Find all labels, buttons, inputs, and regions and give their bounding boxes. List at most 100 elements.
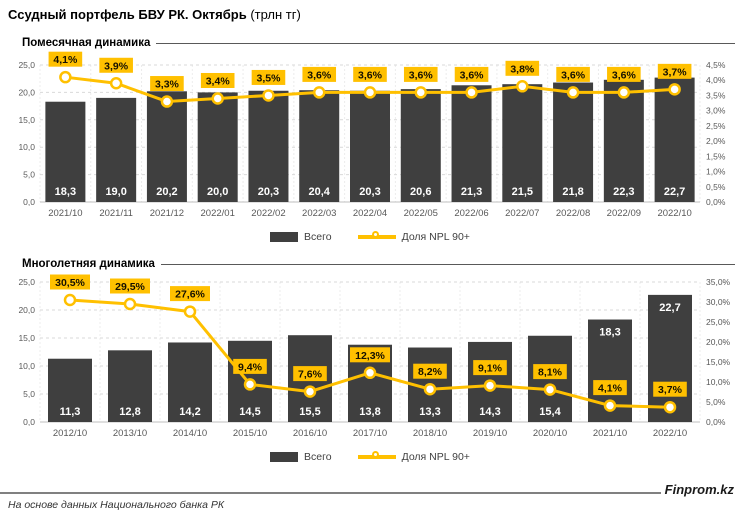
bar bbox=[654, 77, 695, 202]
npl-label: 8,2% bbox=[418, 366, 443, 378]
y-axis-tick-left: 0,0 bbox=[23, 417, 35, 427]
y-axis-tick-left: 20,0 bbox=[18, 305, 35, 315]
bar-value-label: 13,8 bbox=[359, 406, 380, 418]
x-axis-label: 2021/11 bbox=[99, 208, 133, 219]
npl-label: 4,1% bbox=[598, 383, 623, 395]
npl-marker bbox=[109, 77, 123, 90]
bar-value-label: 12,8 bbox=[119, 406, 140, 418]
y-axis-tick-right: 0,0% bbox=[706, 417, 726, 427]
npl-label-bg bbox=[110, 278, 150, 294]
y-axis-tick-right: 10,0% bbox=[706, 377, 731, 387]
legend-marker-icon bbox=[371, 231, 379, 239]
y-axis-tick-right: 1,0% bbox=[706, 167, 726, 177]
npl-marker bbox=[183, 305, 197, 318]
npl-label-bg bbox=[593, 380, 627, 396]
x-axis-label: 2022/07 bbox=[505, 208, 539, 219]
npl-marker bbox=[59, 70, 72, 84]
section-title: Помесячная динамика bbox=[22, 37, 151, 49]
npl-label: 9,4% bbox=[238, 361, 263, 373]
npl-label-bg bbox=[413, 363, 447, 379]
y-axis-tick-right: 3,5% bbox=[706, 90, 726, 100]
bar-value-label: 20,2 bbox=[156, 186, 177, 198]
bar bbox=[350, 90, 390, 202]
y-axis-tick-right: 25,0% bbox=[706, 317, 731, 327]
npl-marker bbox=[603, 399, 617, 412]
npl-label-bg bbox=[150, 76, 184, 92]
npl-marker bbox=[516, 80, 529, 93]
x-axis-label: 2014/10 bbox=[173, 428, 207, 439]
legend-label-total: Всего bbox=[304, 231, 332, 243]
legend-label-total: Всего bbox=[304, 451, 332, 463]
y-axis-tick-right: 35,0% bbox=[706, 277, 731, 287]
bar bbox=[48, 358, 92, 422]
y-axis-tick-left: 0,0 bbox=[23, 197, 35, 207]
npl-marker bbox=[668, 83, 681, 96]
legend-marker-icon bbox=[371, 451, 379, 459]
x-axis-label: 2022/03 bbox=[302, 208, 336, 219]
y-axis-tick-right: 1,5% bbox=[706, 151, 726, 161]
page-title-main: Ссудный портфель БВУ РК. Октябрь bbox=[8, 7, 247, 22]
bar bbox=[502, 84, 543, 202]
bar bbox=[108, 350, 152, 422]
section-title: Многолетняя динамика bbox=[22, 258, 155, 270]
npl-marker bbox=[423, 382, 437, 396]
npl-label-bg bbox=[350, 347, 390, 363]
npl-label-bg bbox=[99, 57, 133, 73]
chart-canvas: 0,0 5,0 10,0 15,0 20,0 25,0 0,0% 0,5% 1,0% 1,5% 2,… bbox=[18, 51, 726, 219]
npl-label-bg bbox=[556, 66, 590, 82]
section-header-monthly: Помесячная динамика bbox=[22, 37, 735, 49]
x-axis-label: 2021/10 bbox=[48, 208, 82, 219]
npl-label: 3,6% bbox=[460, 69, 485, 81]
npl-marker bbox=[303, 385, 317, 398]
bar-value-label: 20,3 bbox=[258, 186, 279, 198]
npl-label: 3,8% bbox=[510, 63, 535, 75]
bar bbox=[603, 79, 644, 202]
npl-label: 7,6% bbox=[298, 369, 323, 381]
bar bbox=[96, 97, 137, 202]
y-axis-tick-left: 5,0 bbox=[23, 389, 35, 399]
bar-value-label: 11,3 bbox=[60, 406, 81, 418]
npl-marker bbox=[543, 383, 557, 396]
npl-marker bbox=[243, 378, 257, 391]
bar-value-label: 20,3 bbox=[359, 186, 380, 198]
y-axis-tick-left: 20,0 bbox=[18, 87, 35, 97]
x-axis-label: 2015/10 bbox=[233, 428, 267, 439]
section-header-multiyear: Многолетняя динамика bbox=[22, 258, 735, 270]
npl-marker bbox=[663, 400, 677, 414]
bar-value-label: 20,6 bbox=[410, 186, 431, 198]
section-rule bbox=[160, 263, 735, 265]
npl-label: 3,6% bbox=[612, 69, 637, 81]
bar-value-label: 18,3 bbox=[55, 186, 76, 198]
npl-marker bbox=[483, 379, 497, 392]
y-axis-tick-right: 30,0% bbox=[706, 297, 731, 307]
npl-label-bg bbox=[233, 358, 267, 374]
npl-label: 3,6% bbox=[358, 69, 383, 81]
bar-value-label: 14,5 bbox=[239, 406, 260, 418]
npl-label-bg bbox=[170, 286, 210, 302]
x-axis-label: 2022/10 bbox=[653, 428, 687, 439]
npl-label-bg bbox=[293, 366, 327, 382]
bar-value-label: 22,7 bbox=[659, 302, 680, 314]
bar-value-label: 20,0 bbox=[207, 186, 228, 198]
x-axis-label: 2021/12 bbox=[150, 208, 184, 219]
bar-value-label: 15,5 bbox=[299, 406, 320, 418]
bar-value-label: 22,3 bbox=[613, 186, 634, 198]
npl-label: 29,5% bbox=[115, 281, 145, 293]
bar bbox=[648, 294, 692, 422]
npl-label-bg bbox=[48, 51, 83, 67]
npl-marker bbox=[566, 86, 580, 99]
x-axis-label: 2022/04 bbox=[353, 208, 387, 219]
x-axis-label: 2022/05 bbox=[404, 208, 438, 219]
y-axis-tick-left: 25,0 bbox=[18, 60, 35, 70]
bar-value-label: 20,4 bbox=[309, 186, 331, 198]
bar bbox=[45, 101, 86, 202]
bar-value-label: 14,2 bbox=[179, 406, 200, 418]
npl-marker bbox=[63, 293, 77, 307]
x-axis-label: 2022/08 bbox=[556, 208, 590, 219]
bar-value-label: 21,3 bbox=[461, 186, 482, 198]
x-axis-label: 2017/10 bbox=[353, 428, 387, 439]
npl-label-bg bbox=[533, 364, 567, 380]
x-axis-label: 2012/10 bbox=[53, 428, 87, 439]
npl-label: 3,6% bbox=[307, 69, 332, 81]
y-axis-tick-left: 15,0 bbox=[18, 115, 35, 125]
